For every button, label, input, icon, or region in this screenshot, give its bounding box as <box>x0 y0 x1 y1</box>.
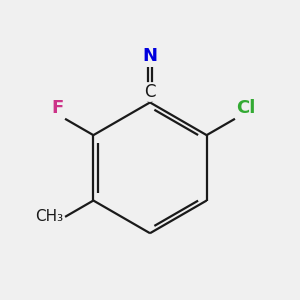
Text: N: N <box>142 47 158 65</box>
Text: F: F <box>51 99 63 117</box>
Text: C: C <box>144 83 156 101</box>
Text: CH₃: CH₃ <box>35 209 63 224</box>
Text: Cl: Cl <box>236 99 256 117</box>
